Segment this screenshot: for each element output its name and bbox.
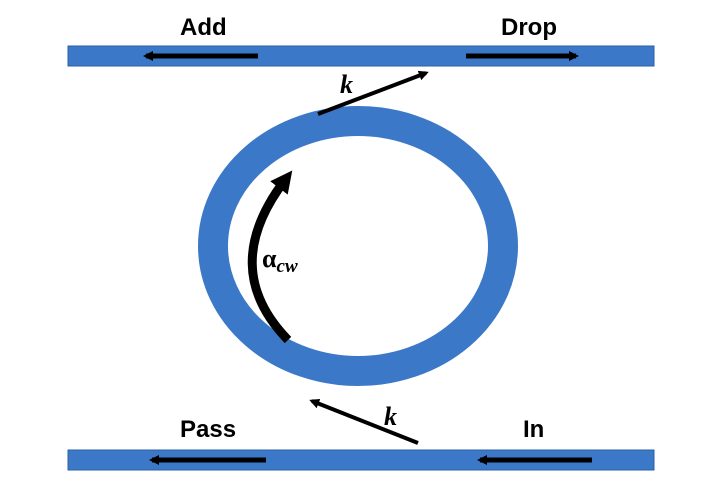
loss-subscript: cw xyxy=(276,256,298,277)
coupling-label-top: k xyxy=(340,70,353,99)
bottom-coupling-arrow xyxy=(309,398,419,445)
circulation-arrow xyxy=(247,170,293,344)
add-label: Add xyxy=(180,14,227,41)
drop-label: Drop xyxy=(501,14,557,41)
loss-symbol: α xyxy=(262,244,277,273)
in-label: In xyxy=(523,416,545,443)
top-bus-waveguide xyxy=(67,45,655,67)
loss-coefficient-label: αcw xyxy=(262,244,298,277)
top-coupling-arrow xyxy=(317,70,429,116)
pass-label: Pass xyxy=(180,416,237,443)
bottom-bus-waveguide xyxy=(67,449,655,471)
coupling-label-bottom: k xyxy=(384,402,397,431)
ring-resonator xyxy=(198,106,518,386)
